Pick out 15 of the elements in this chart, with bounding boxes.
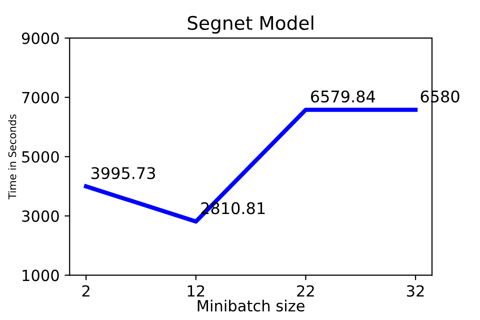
y-tick-label: 1000 [22, 270, 59, 282]
data-label: 6579.84 [310, 90, 376, 103]
x-tick-label: 2 [82, 285, 90, 297]
y-tick-label: 7000 [22, 92, 59, 104]
y-tick-label: 5000 [22, 151, 59, 163]
x-tick-label: 22 [297, 285, 314, 297]
line-series [84, 108, 418, 224]
chart-title: Segnet Model [188, 16, 314, 34]
x-tick-label: 12 [188, 285, 204, 297]
y-axis-title: Time in Seconds [8, 114, 16, 200]
x-axis-title: Minibatch size [198, 300, 304, 312]
data-label: 3995.73 [91, 167, 156, 180]
y-tick-label: 3000 [22, 210, 59, 222]
y-tick-label: 9000 [22, 32, 59, 44]
x-tick-label: 32 [406, 285, 424, 297]
